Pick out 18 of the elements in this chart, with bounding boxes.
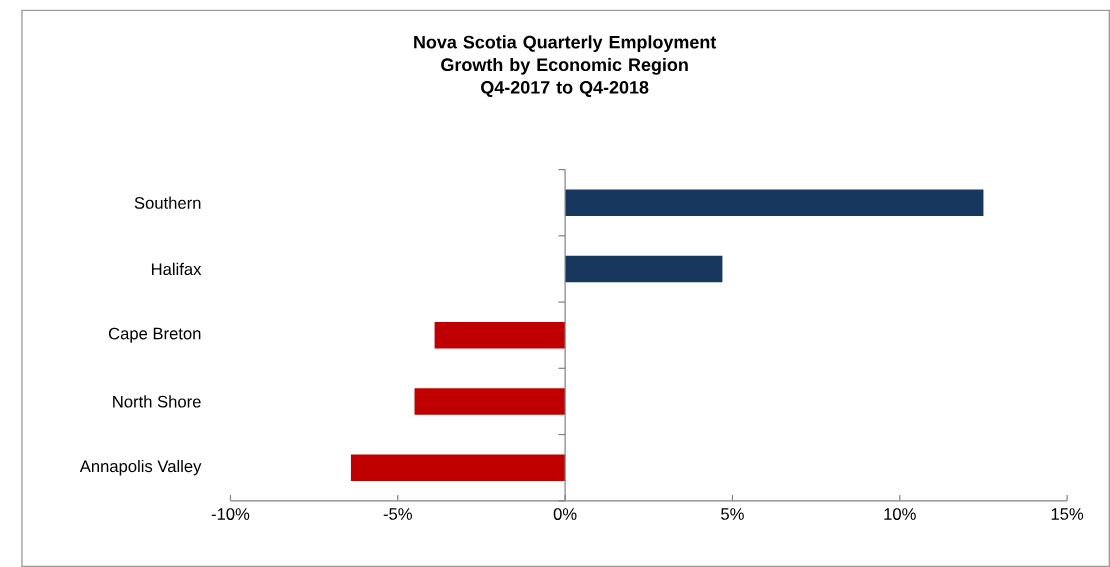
y-tick-label: North Shore [113, 395, 201, 408]
y-tick-label: Southern [134, 196, 201, 209]
x-tick-label: 0% [553, 508, 577, 520]
bar [565, 189, 984, 216]
y-tick-label: Halifax [151, 262, 202, 276]
x-tick-label: 10% [884, 508, 916, 520]
chart-subtitle: Q4-2017 to Q4-2018 [481, 81, 649, 98]
chart-title: Nova Scotia Quarterly Employment Growth by Economic Region [414, 35, 717, 75]
bar [414, 388, 566, 415]
bar [434, 321, 566, 349]
bar [565, 255, 723, 283]
x-tick-label: 5% [721, 508, 744, 520]
x-tick-label: 15% [1051, 508, 1084, 520]
y-tick-label: Cape Breton [108, 327, 201, 343]
x-tick-label: -5% [383, 508, 412, 520]
x-tick-label: -10% [211, 508, 250, 520]
bar [350, 454, 566, 481]
y-tick-label: Annapolis Valley [79, 459, 202, 476]
